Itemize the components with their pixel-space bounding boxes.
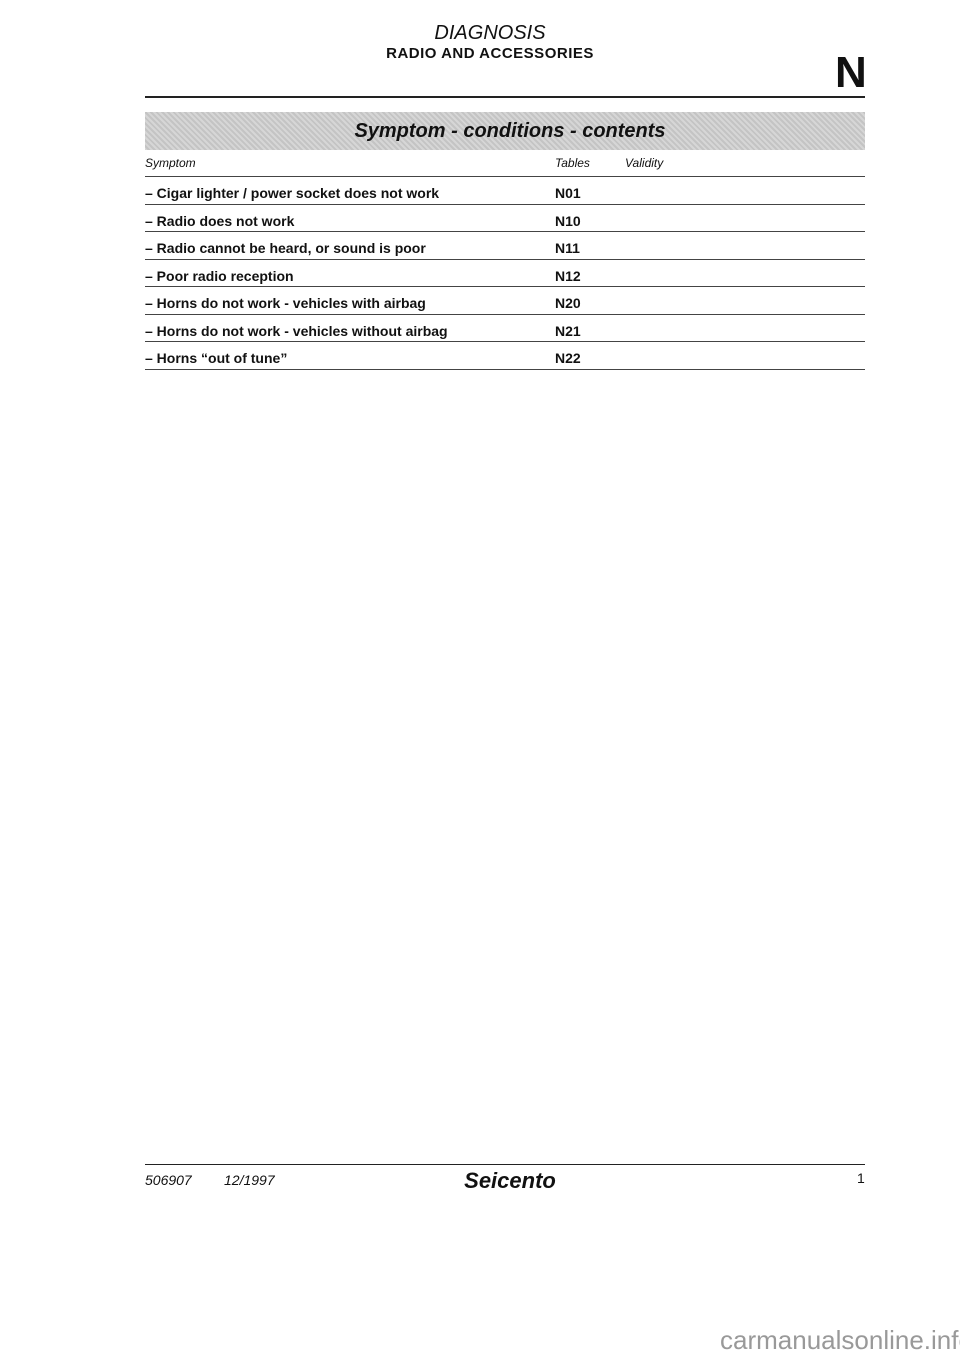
table-row: – Cigar lighter / power socket does not … [145, 176, 865, 204]
page-subtitle: RADIO AND ACCESSORIES [386, 45, 594, 62]
table-ref: N01 [555, 185, 581, 201]
footer-model: Seicento [464, 1168, 556, 1193]
table-bottom-rule [145, 368, 865, 370]
table-row: – Radio cannot be heard, or sound is poo… [145, 231, 865, 259]
footer-code: 506907 [145, 1172, 192, 1188]
symptom-text: – Cigar lighter / power socket does not … [145, 185, 440, 201]
footer-date: 12/1997 [224, 1172, 275, 1188]
symptom-text: – Horns do not work - vehicles with airb… [145, 295, 426, 311]
table-row: – Poor radio reception N12 [145, 258, 865, 287]
watermark: carmanualsonline.info [720, 1325, 960, 1355]
symptom-text: – Radio cannot be heard, or sound is poo… [145, 240, 426, 256]
table-row: – Radio does not work N10 [145, 203, 865, 232]
table-row: – Horns do not work - vehicles without a… [145, 313, 865, 342]
section-letter: N [835, 48, 867, 97]
table-row: – Horns “out of tune” N22 [145, 341, 865, 369]
table-ref: N12 [555, 267, 581, 284]
table-ref: N22 [555, 350, 581, 366]
section-banner: Symptom - conditions - contents [145, 112, 865, 150]
symptom-text: – Poor radio reception [145, 267, 294, 284]
header-rule [145, 96, 865, 98]
table-row: – Horns do not work - vehicles with airb… [145, 286, 865, 314]
table-ref: N20 [555, 295, 581, 311]
page-number: 1 [857, 1170, 865, 1186]
table-ref: N21 [555, 322, 581, 339]
column-header-validity: Validity [625, 156, 664, 170]
page-title: DIAGNOSIS [434, 22, 546, 44]
banner-title: Symptom - conditions - contents [354, 120, 666, 142]
footer-rule [145, 1164, 865, 1165]
column-header-symptom: Symptom [145, 156, 196, 170]
symptom-text: – Radio does not work [145, 212, 295, 229]
column-header-tables: Tables [555, 156, 590, 170]
table-ref: N11 [555, 240, 580, 256]
symptom-text: – Horns do not work - vehicles without a… [145, 322, 448, 339]
symptom-text: – Horns “out of tune” [145, 350, 288, 366]
table-ref: N10 [555, 212, 581, 229]
